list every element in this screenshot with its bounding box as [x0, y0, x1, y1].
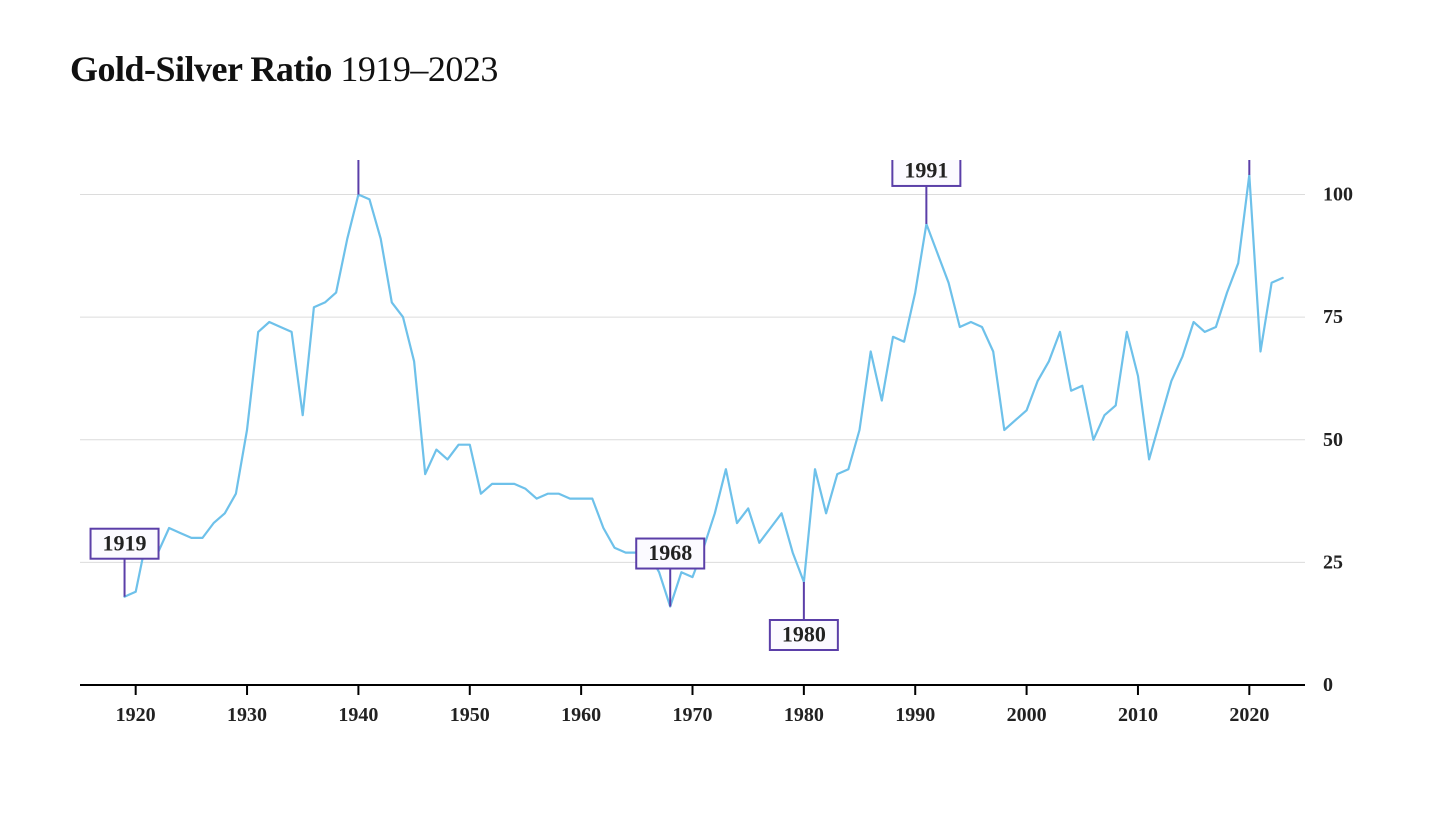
y-tick-label: 0	[1323, 674, 1333, 696]
callout-label: 1919	[103, 530, 147, 555]
callout-label: 1968	[648, 540, 692, 565]
callout-label: 1980	[782, 622, 826, 647]
x-tick-label: 1930	[227, 704, 267, 726]
x-tick-label: 1920	[116, 704, 156, 726]
y-tick-label: 50	[1323, 429, 1343, 451]
line-chart: 1920 1930 1940 1950 1960 1970 1980 1990 2000 2010…	[70, 160, 1370, 750]
x-tick-label: 1950	[450, 704, 490, 726]
x-tick-label: 2000	[1007, 704, 1047, 726]
callout-label: 1991	[904, 160, 948, 183]
chart-title: Gold-Silver Ratio 1919–2023	[70, 48, 498, 90]
x-tick-label: 1940	[338, 704, 378, 726]
x-tick-label: 2020	[1229, 704, 1269, 726]
x-tick-label: 1970	[673, 704, 713, 726]
y-tick-label: 75	[1323, 306, 1343, 328]
title-regular: 1919–2023	[340, 49, 498, 89]
y-tick-label: 25	[1323, 551, 1343, 573]
x-tick-label: 1980	[784, 704, 824, 726]
x-tick-label: 2010	[1118, 704, 1158, 726]
chart-area: 1920 1930 1940 1950 1960 1970 1980 1990 2000 2010…	[70, 160, 1370, 750]
y-tick-label: 100	[1323, 184, 1353, 206]
x-tick-label: 1990	[895, 704, 935, 726]
x-tick-label: 1960	[561, 704, 601, 726]
title-bold: Gold-Silver Ratio	[70, 49, 332, 89]
